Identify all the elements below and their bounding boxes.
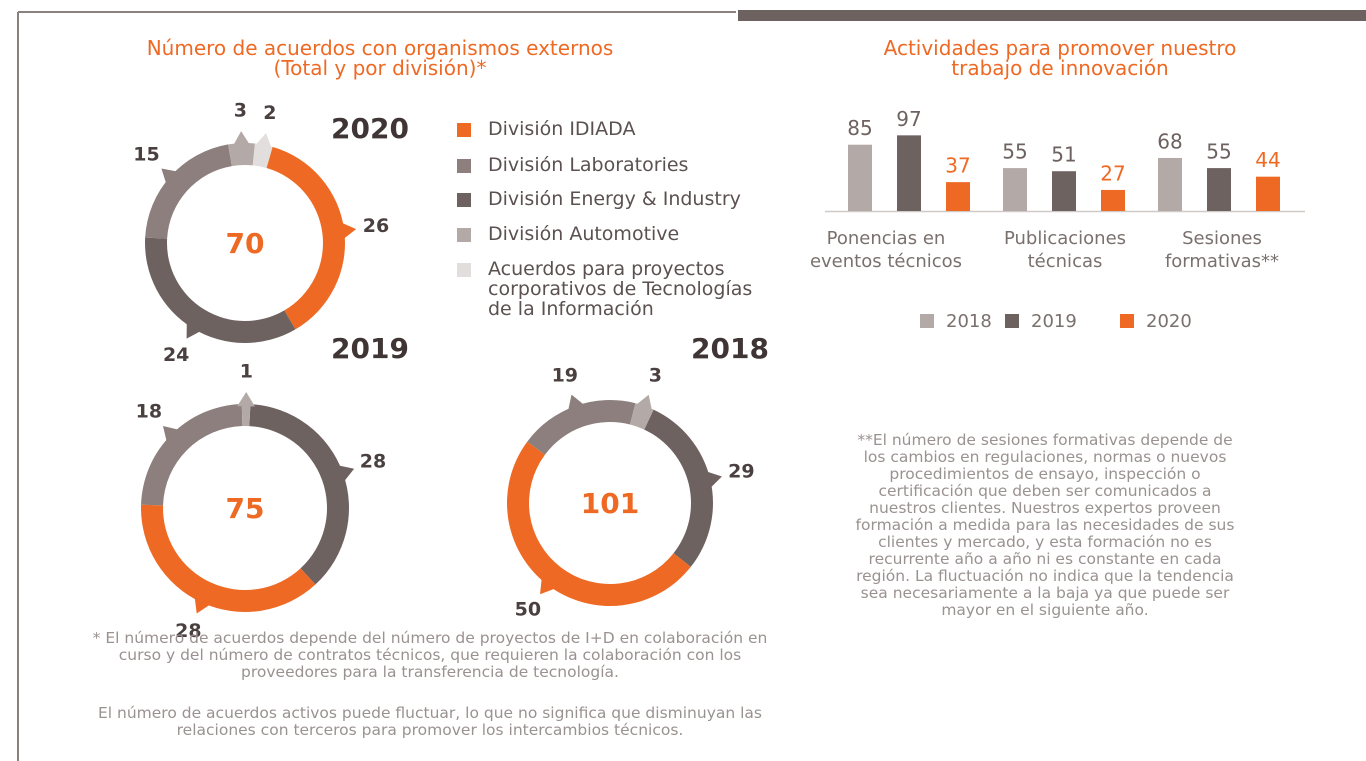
bar-value: 55 xyxy=(1002,140,1027,164)
legend-label: 2018 xyxy=(946,311,992,332)
segment-label: 19 xyxy=(552,364,578,386)
note: El número de acuerdos activos puede fluc… xyxy=(98,704,762,739)
pointer xyxy=(705,471,722,489)
legend-swatch xyxy=(1120,314,1134,328)
donut-segment xyxy=(527,400,636,455)
bar-value: 51 xyxy=(1051,143,1076,167)
bar xyxy=(1101,189,1125,211)
segment-label: 50 xyxy=(515,599,541,621)
segment-label: 2 xyxy=(263,102,276,124)
legend-label: 2020 xyxy=(1146,311,1192,332)
bar xyxy=(1052,171,1076,211)
donut-total: 70 xyxy=(226,227,265,260)
bar xyxy=(848,144,872,211)
legend-label: División Energy & Industry xyxy=(488,188,741,210)
pointer xyxy=(340,222,357,240)
segment-label: 1 xyxy=(240,361,253,383)
donut-segment xyxy=(145,237,296,343)
legend-swatch xyxy=(920,314,934,328)
donut-segment xyxy=(141,504,316,612)
bar-value: 68 xyxy=(1157,129,1182,153)
legend-swatch xyxy=(457,228,471,242)
legend-swatch xyxy=(457,123,471,137)
bar-value: 27 xyxy=(1100,161,1125,185)
bar-value: 85 xyxy=(847,116,872,140)
pointer xyxy=(635,394,653,412)
pointer xyxy=(237,392,255,407)
bar xyxy=(1003,168,1027,211)
segment-label: 3 xyxy=(649,364,662,386)
donut-segment xyxy=(141,404,243,506)
segment-label: 28 xyxy=(175,620,201,642)
pointer xyxy=(162,425,180,443)
legend-swatch xyxy=(457,193,471,207)
bar xyxy=(1158,157,1182,211)
x-category-label: Sesiones formativas** xyxy=(1164,228,1280,272)
note: * El número de acuerdos depende del núme… xyxy=(92,629,768,681)
pointer xyxy=(568,394,585,412)
legend-swatch xyxy=(457,263,471,277)
bar-value: 44 xyxy=(1255,148,1280,172)
segment-label: 24 xyxy=(163,344,189,366)
pointer xyxy=(337,465,355,482)
donut-segment xyxy=(228,142,255,167)
donut-year: 2019 xyxy=(331,332,409,365)
bar xyxy=(1256,176,1280,211)
pointer xyxy=(186,321,202,339)
donut-segment xyxy=(266,146,346,330)
note: **El número de sesiones formativas depen… xyxy=(855,431,1235,619)
legend-label: División Automotive xyxy=(488,223,680,245)
segment-label: 26 xyxy=(363,215,389,237)
donut-title: Número de acuerdos con organismos extern… xyxy=(146,36,614,60)
pointer xyxy=(255,133,272,149)
donut-year: 2020 xyxy=(331,112,409,145)
bar-value: 37 xyxy=(945,154,970,178)
segment-label: 29 xyxy=(728,460,754,482)
bar xyxy=(897,135,921,211)
pointer xyxy=(194,596,211,614)
segment-label: 28 xyxy=(360,450,386,472)
bar xyxy=(946,182,970,211)
x-category-label: Ponencias en eventos técnicos xyxy=(809,228,963,272)
donut-segment xyxy=(249,404,350,585)
donut-segment xyxy=(644,409,713,567)
segment-label: 3 xyxy=(234,100,247,122)
legend-swatch xyxy=(457,159,471,173)
donut-segment xyxy=(241,404,251,427)
donut-total: 101 xyxy=(581,487,639,520)
legend-swatch xyxy=(1005,314,1019,328)
legend-label: 2019 xyxy=(1031,311,1077,332)
pointer xyxy=(233,131,251,146)
bar-value: 55 xyxy=(1206,140,1231,164)
pointer xyxy=(540,577,556,595)
legend-label: Acuerdos para proyectos corporativos de … xyxy=(488,258,753,320)
bar-title: Actividades para promover nuestro trabaj… xyxy=(883,36,1237,80)
donut-total: 75 xyxy=(226,492,265,525)
donut-segment xyxy=(145,144,232,239)
legend-label: División IDIADA xyxy=(488,118,636,140)
segment-label: 15 xyxy=(133,144,159,166)
bar-value: 97 xyxy=(896,107,921,131)
top-bar xyxy=(738,10,1366,21)
donut-subtitle: (Total y por división)* xyxy=(273,56,487,80)
bar xyxy=(1207,168,1231,211)
donut-segment xyxy=(507,441,691,606)
segment-label: 18 xyxy=(136,400,162,422)
legend-label: División Laboratories xyxy=(488,154,689,176)
x-category-label: Publicaciones técnicas xyxy=(1003,228,1127,272)
donut-year: 2018 xyxy=(691,332,769,365)
donut-segment xyxy=(252,143,273,169)
donut-segment xyxy=(630,403,654,430)
pointer xyxy=(161,168,178,185)
